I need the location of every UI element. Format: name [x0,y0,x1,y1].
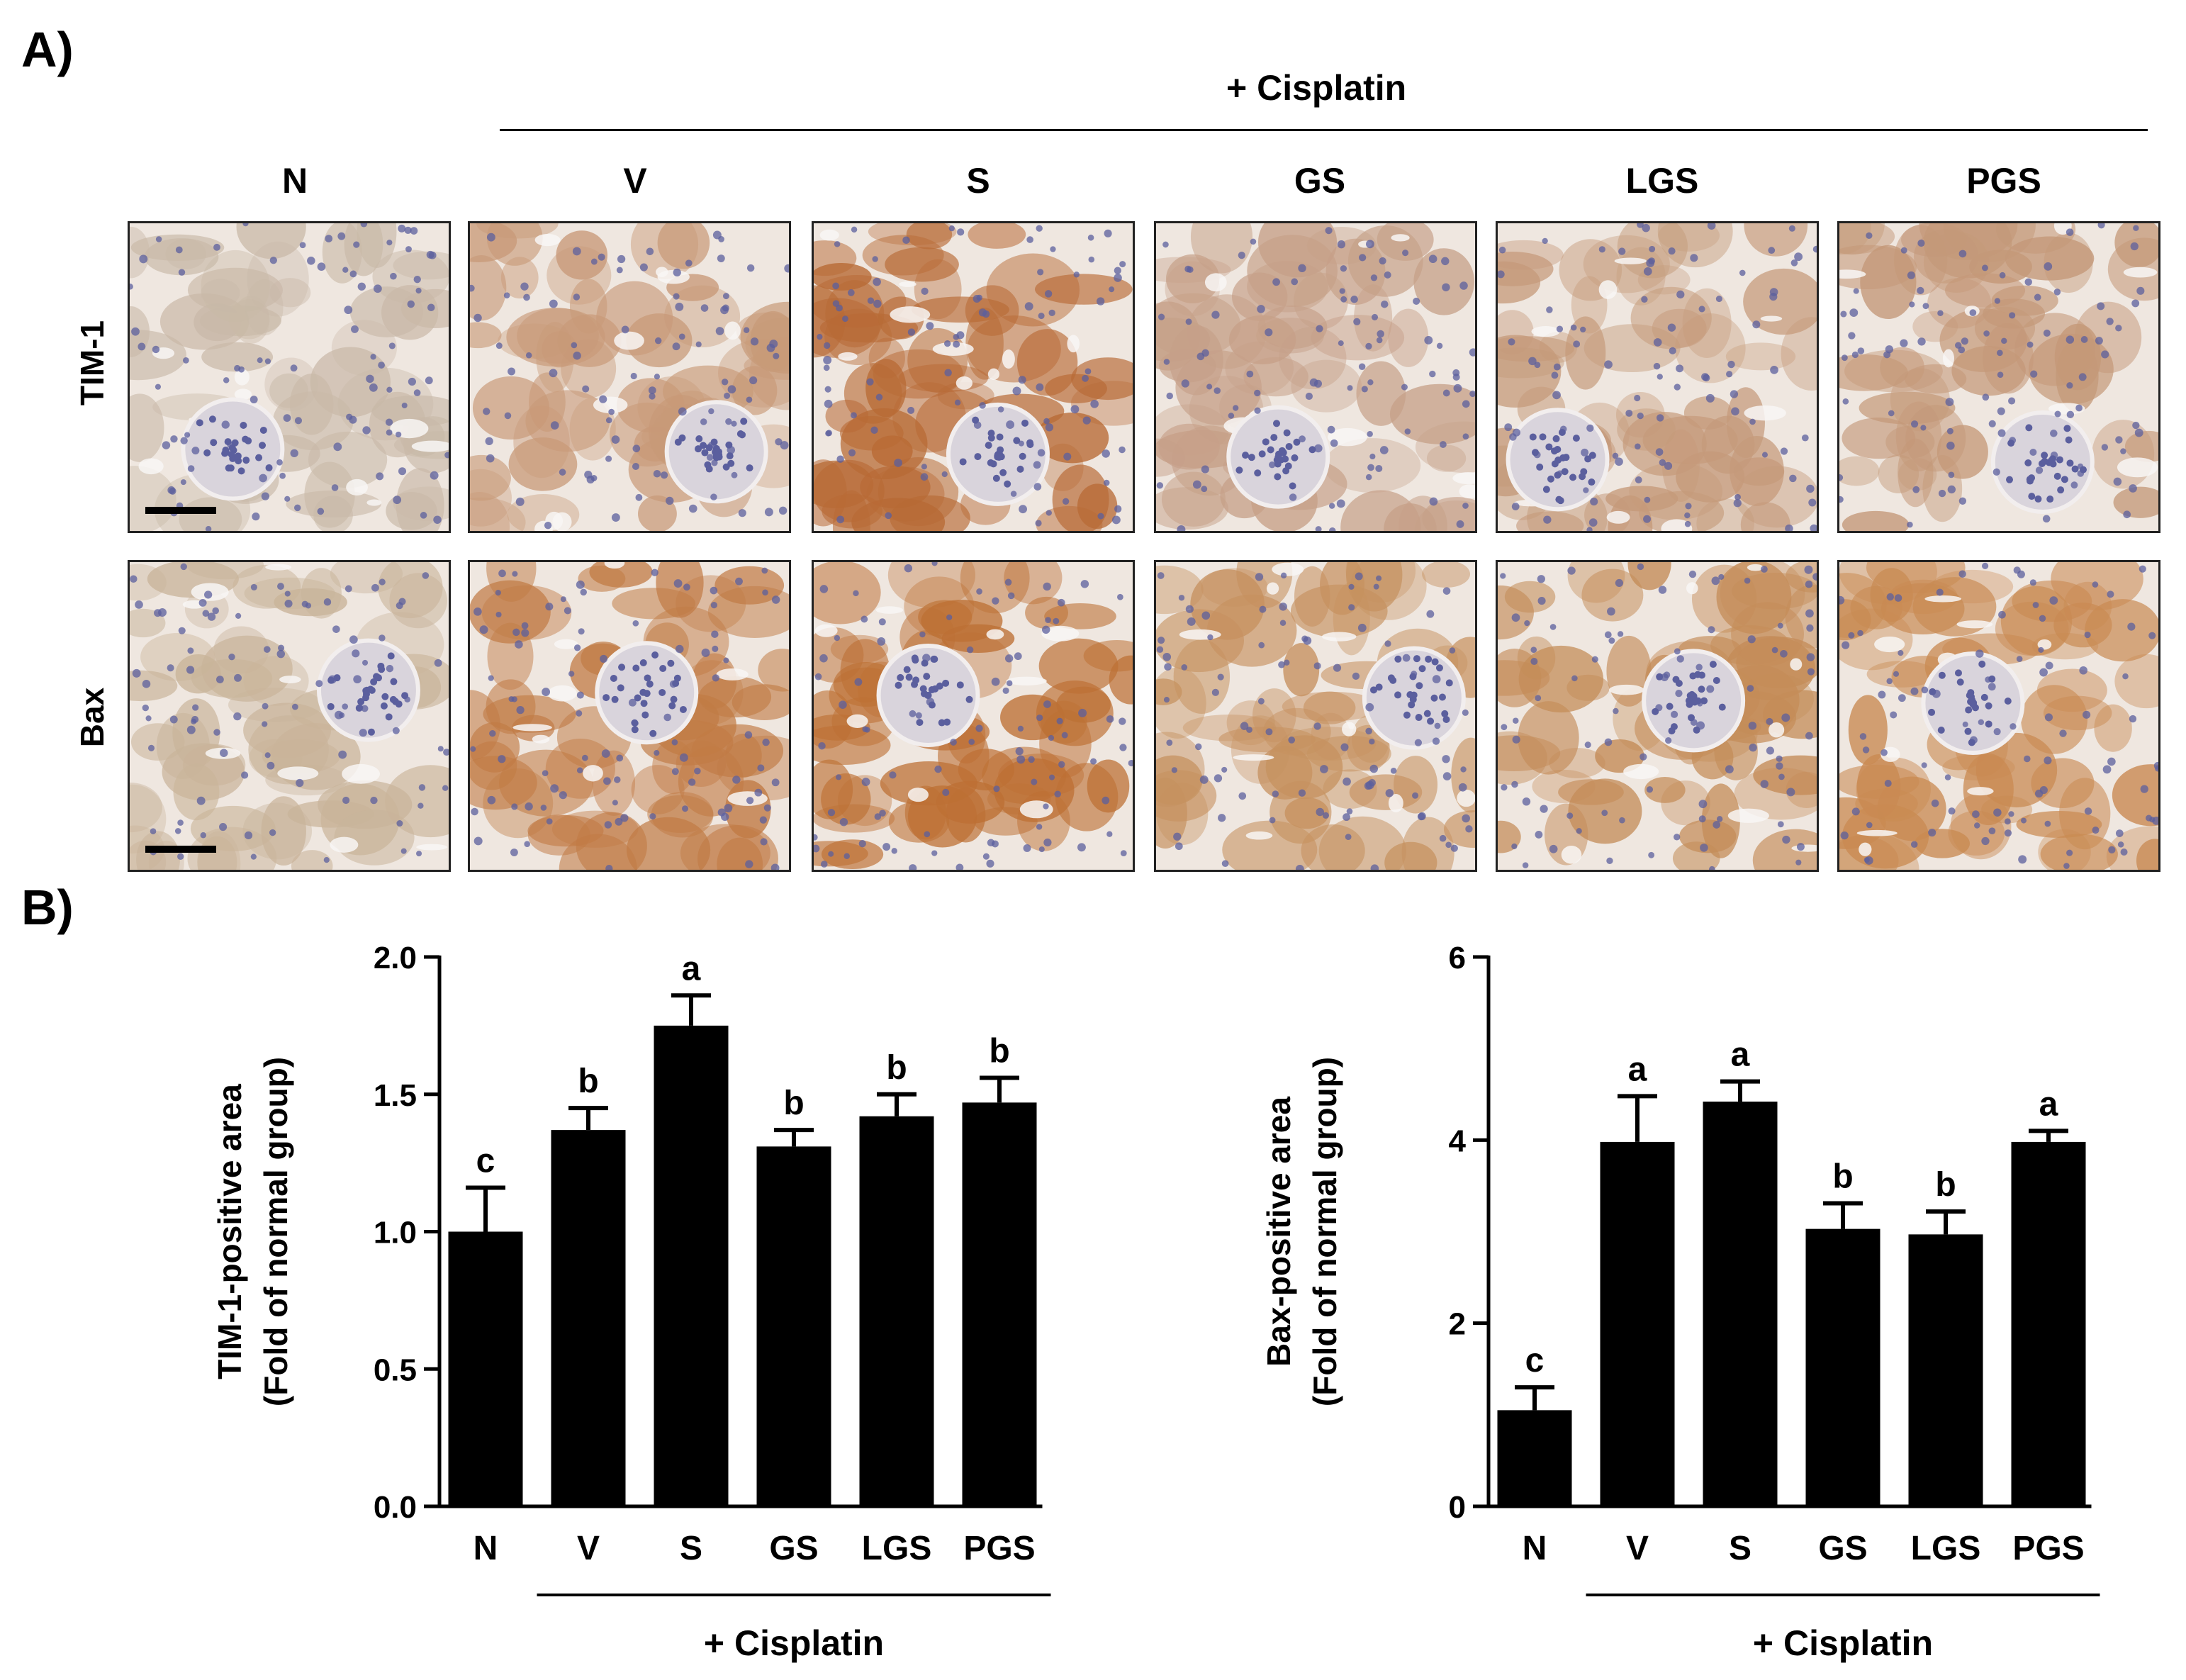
bar-n [448,1231,523,1506]
y-tick-label: 2.0 [374,941,417,975]
bar-s [1703,1102,1778,1506]
row-label-bax: Bax [74,687,111,748]
cisplatin-group-label: + Cisplatin [704,1623,884,1663]
x-tick-label-lgs: LGS [862,1530,932,1567]
x-tick-label-v: V [1626,1530,1649,1567]
y-tick-label: 1.0 [374,1216,417,1250]
panel-b-letter: B) [21,880,74,935]
micrograph-bax-v [468,560,791,872]
x-tick-label-pgs: PGS [963,1530,1035,1567]
significance-letter-lgs: b [886,1049,907,1087]
y-tick-label: 1.5 [374,1078,417,1113]
bar-v [551,1130,626,1506]
y-axis-label: TIM-1-positive area [211,1084,248,1379]
significance-letter-v: a [1628,1051,1647,1088]
col-header-v: V [623,161,647,201]
bar-lgs [859,1116,934,1506]
y-tick-label: 2 [1449,1307,1466,1342]
micrograph-bax-s [812,560,1135,872]
col-header-lgs: LGS [1625,161,1699,201]
col-header-pgs: PGS [1966,161,2041,201]
bar-pgs [962,1102,1037,1506]
col-header-gs: GS [1294,161,1346,201]
panel-a-letter: A) [21,22,74,77]
x-tick-label-pgs: PGS [2012,1530,2084,1567]
x-tick-label-v: V [577,1530,600,1567]
x-tick-label-gs: GS [769,1530,818,1567]
panel-a-cisplatin-label: + Cisplatin [1226,68,1407,108]
micrograph-tim1-lgs [1496,221,1819,533]
micrograph-tim1-n [128,221,451,533]
cisplatin-group-label: + Cisplatin [1753,1623,1933,1663]
x-tick-label-n: N [1523,1530,1547,1567]
bar-pgs [2011,1141,2086,1506]
tim1-bar-chart: TIM-1-positive area (Fold of normal group… [211,941,1051,1663]
significance-letter-s: a [682,950,701,987]
bax-bar-chart: Bax-positive area (Fold of normal group) 0… [1260,941,2100,1663]
bar-gs [1805,1228,1880,1506]
significance-letter-v: b [578,1063,598,1100]
bar-gs [756,1146,831,1506]
micrograph-bax-pgs [1837,560,2160,872]
bar-s [654,1025,729,1506]
y-tick-label: 6 [1449,941,1466,975]
col-header-n: N [281,161,308,201]
micrograph-tim1-v [468,221,791,533]
y-tick-label: 0.0 [374,1490,417,1525]
y-tick-label: 4 [1449,1124,1467,1158]
significance-letter-lgs: b [1935,1166,1956,1204]
y-axis-label-secondary: (Fold of normal group) [1306,1057,1343,1406]
micrograph-bax-lgs [1496,560,1819,872]
x-tick-label-lgs: LGS [1911,1530,1981,1567]
micrograph-tim1-pgs [1837,221,2160,533]
x-tick-label-gs: GS [1818,1530,1867,1567]
significance-letter-n: c [1525,1342,1545,1379]
x-tick-label-s: S [1729,1530,1751,1567]
micrograph-tim1-gs [1154,221,1477,533]
y-tick-label: 0.5 [374,1353,417,1387]
panel-a-cisplatin-line [500,129,2148,131]
y-axis-label-secondary: (Fold of normal group) [257,1057,294,1406]
significance-letter-gs: b [1832,1158,1853,1195]
micrograph-bax-n [128,560,451,872]
significance-letter-pgs: a [2039,1085,2058,1123]
y-tick-label: 0 [1449,1490,1466,1525]
significance-letter-s: a [1731,1036,1750,1074]
significance-letter-n: c [476,1143,495,1180]
bar-n [1497,1410,1572,1506]
col-header-s: S [966,161,990,201]
x-tick-label-n: N [473,1530,498,1567]
micrograph-bax-gs [1154,560,1477,872]
x-tick-label-s: S [680,1530,702,1567]
bar-v [1600,1141,1675,1506]
y-axis-label: Bax-positive area [1260,1097,1297,1367]
row-label-tim1: TIM-1 [74,320,111,406]
micrograph-tim1-s [812,221,1135,533]
significance-letter-gs: b [783,1085,804,1122]
significance-letter-pgs: b [989,1033,1009,1070]
bar-lgs [1908,1234,1983,1506]
